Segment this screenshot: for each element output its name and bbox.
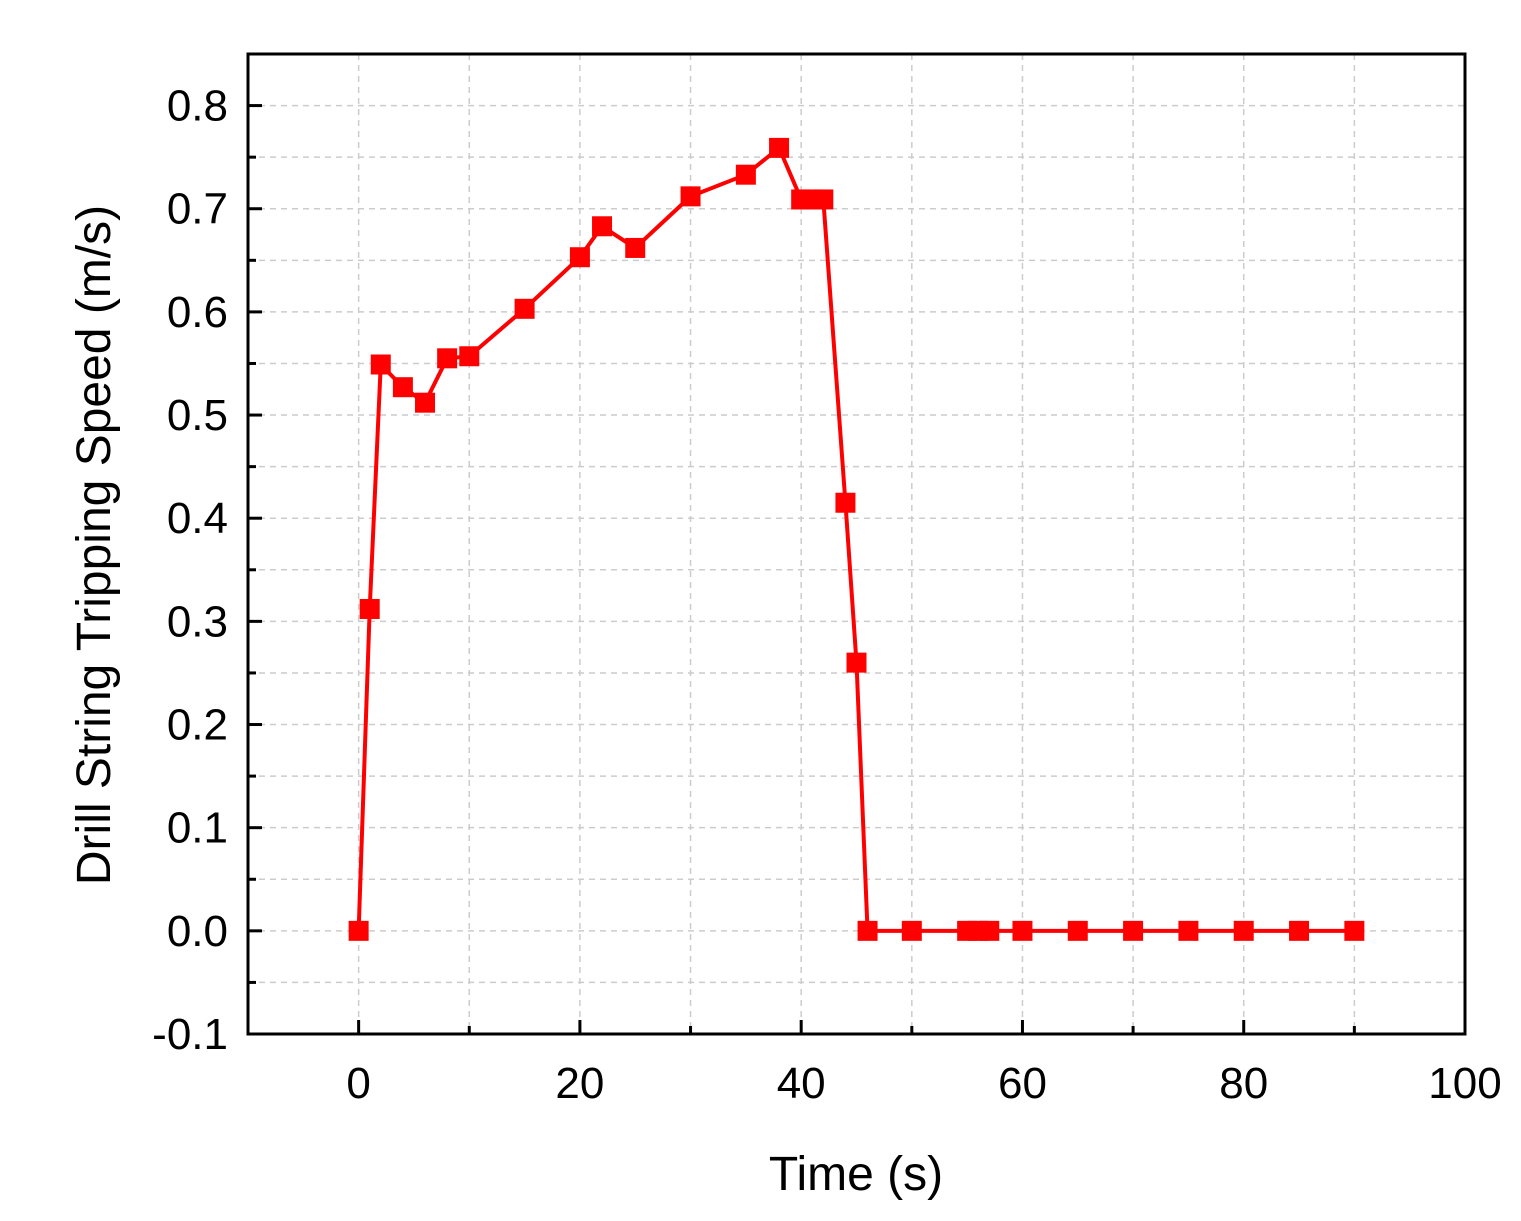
x-tick-label: 60	[998, 1059, 1047, 1108]
data-point	[1012, 920, 1033, 941]
x-tick-label: 80	[1219, 1059, 1268, 1108]
data-point	[1344, 920, 1365, 941]
data-point	[392, 377, 413, 398]
data-point	[857, 920, 878, 941]
y-tick-label: -0.1	[152, 1010, 228, 1059]
data-point	[1289, 920, 1310, 941]
data-point	[459, 346, 480, 367]
x-tick-label: 40	[777, 1059, 826, 1108]
y-tick-label: 0.7	[167, 185, 228, 234]
data-point	[1067, 920, 1088, 941]
data-series	[348, 137, 1365, 941]
y-tick-label: 0.1	[167, 804, 228, 853]
x-tick-label: 100	[1428, 1059, 1501, 1108]
y-tick-label: 0.3	[167, 597, 228, 646]
x-tick-label: 20	[555, 1059, 604, 1108]
y-axis-title: Drill String Tripping Speed (m/s)	[68, 205, 121, 885]
data-point	[437, 348, 458, 369]
series-line	[356, 145, 1355, 933]
data-point	[569, 247, 590, 268]
data-point	[348, 920, 369, 941]
data-point	[835, 492, 856, 513]
data-point	[592, 216, 613, 237]
data-point	[1178, 920, 1199, 941]
data-point	[846, 652, 867, 673]
y-tick-label: 0.6	[167, 288, 228, 337]
data-point	[514, 298, 535, 319]
y-tick-label: 0.0	[167, 907, 228, 956]
data-point	[1233, 920, 1254, 941]
y-tick-label: 0.8	[167, 82, 228, 131]
y-tick-label: 0.2	[167, 701, 228, 750]
data-point	[415, 392, 436, 413]
x-axis-title: Time (s)	[769, 1148, 943, 1201]
x-tick-label: 0	[346, 1059, 370, 1108]
data-point	[359, 598, 380, 619]
tick-labels: 0 20 40 60 80 100 -0.1 0.0 0.1 0.2 0.3 0.4 0.5 0.6 0.7…	[152, 82, 1502, 1108]
data-point	[901, 920, 922, 941]
data-point	[370, 354, 391, 375]
data-point	[625, 237, 646, 258]
plot-frame	[246, 52, 1467, 1036]
grid-lines	[248, 54, 1465, 1034]
data-point	[813, 189, 834, 210]
y-tick-label: 0.5	[167, 391, 228, 440]
data-point	[979, 920, 1000, 941]
data-point	[735, 164, 756, 185]
axis-ticks	[248, 104, 1356, 1034]
data-point	[769, 137, 790, 158]
data-point	[680, 186, 701, 207]
y-tick-label: 0.4	[167, 494, 228, 543]
data-point	[1123, 920, 1144, 941]
